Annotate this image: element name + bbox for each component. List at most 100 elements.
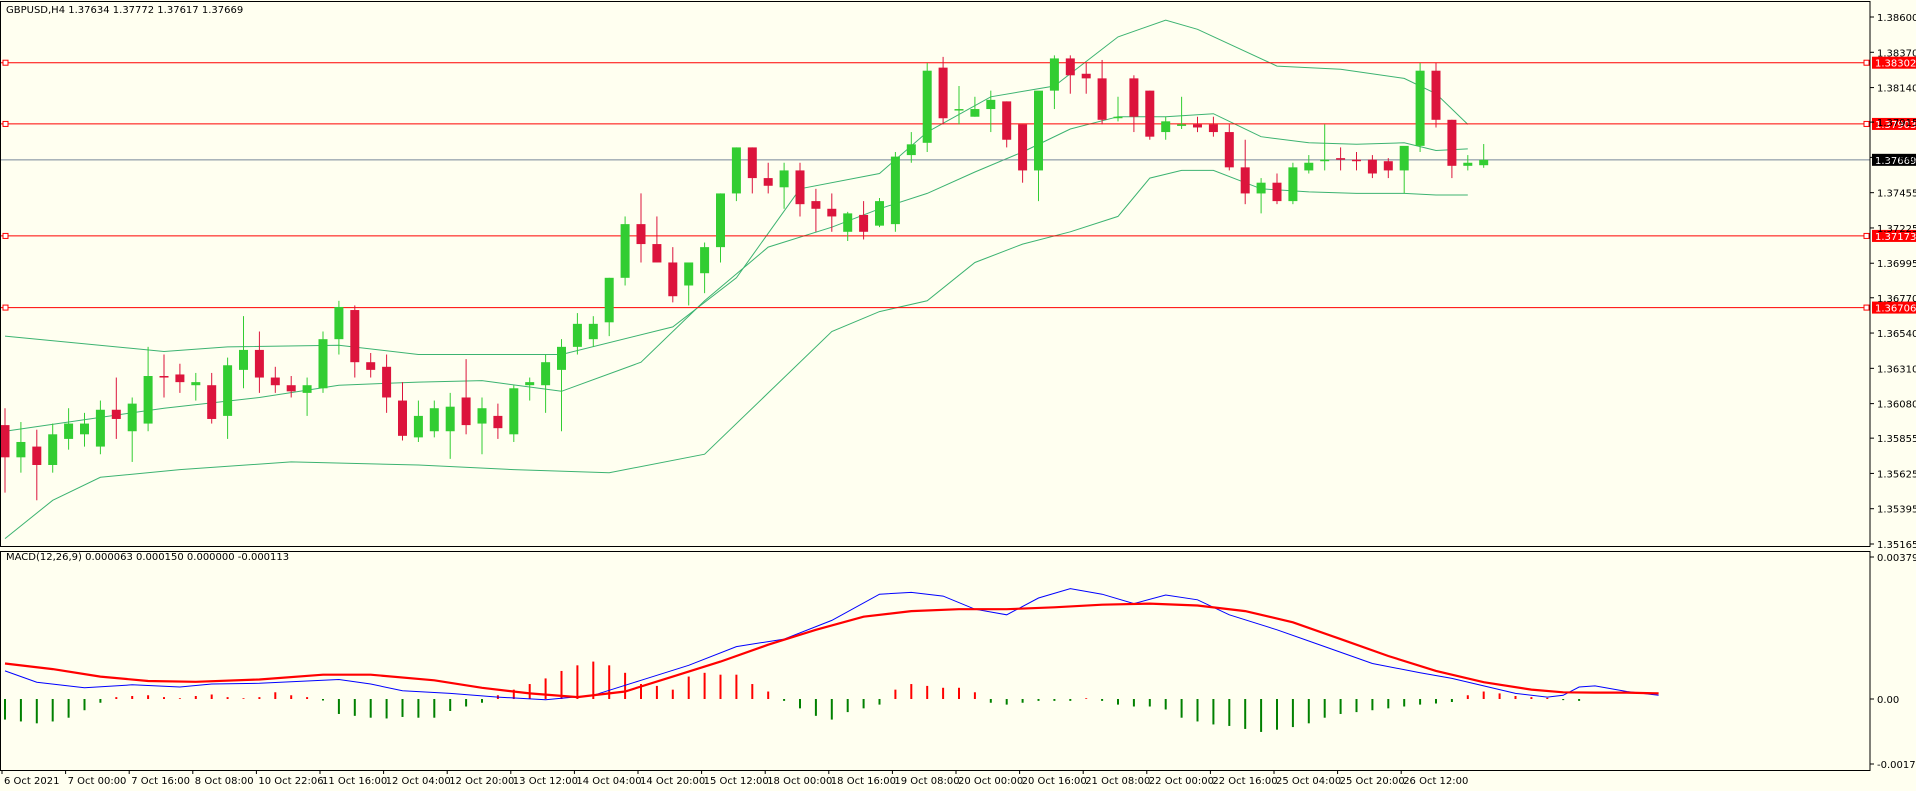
bear-candle (1240, 167, 1250, 194)
price-tick-label: 1.36995 (1877, 259, 1916, 270)
panel-frames (0, 1, 1871, 771)
bear-candle (811, 201, 821, 209)
level-price-tag (1872, 56, 1916, 69)
bear-candle (747, 147, 757, 179)
bull-candle (143, 376, 153, 424)
bear-candle (461, 397, 471, 426)
bull-candle (779, 170, 789, 188)
price-axis: 1.38600 1.38370 1.38140 1.37915 1.37685 1.374… (1870, 13, 1916, 551)
price-tick-label: 1.36080 (1877, 400, 1916, 411)
bear-candle (1129, 78, 1139, 117)
bear-candle (1193, 124, 1202, 128)
bear-candle (0, 425, 10, 458)
time-tick-label: 20 Oct 16:00 (1022, 776, 1087, 787)
time-tick-label: 25 Oct 20:00 (1340, 776, 1405, 787)
time-tick-label: 18 Oct 16:00 (831, 776, 896, 787)
level-handle-right (1863, 120, 1870, 127)
bull-candle (970, 109, 980, 117)
level-price-tag (1872, 117, 1916, 130)
time-tick-label: 10 Oct 22:06 (258, 776, 323, 787)
time-tick-label: 8 Oct 08:00 (195, 776, 254, 787)
bull-candle (1463, 162, 1473, 166)
macd-panel-frame (0, 551, 1871, 771)
level-price-tag (1872, 229, 1916, 242)
level-handle-left (2, 232, 9, 239)
bull-candle (1399, 145, 1409, 171)
bull-candle (1113, 116, 1123, 119)
macd-axis: 0.003795 0.00 -0.001737 (1870, 553, 1916, 771)
bear-candle (668, 262, 678, 297)
bull-candle (127, 403, 137, 432)
bear-candle (270, 377, 280, 386)
bull-candle (525, 382, 535, 386)
bull-candle (906, 144, 916, 156)
bear-candle (938, 67, 948, 119)
level-handle-right (1863, 304, 1870, 311)
bull-candle (334, 306, 344, 340)
bull-candle (604, 277, 614, 323)
bull-candle (80, 423, 89, 435)
bull-candle (572, 323, 582, 347)
bull-candle (1415, 70, 1425, 146)
bull-candle (1034, 90, 1043, 171)
bull-candle (413, 415, 423, 438)
bear-candle (827, 208, 837, 217)
bull-candle (445, 406, 455, 432)
bear-candle (763, 178, 773, 186)
bear-candle (493, 415, 503, 429)
time-tick-label: 7 Oct 00:00 (68, 776, 127, 787)
horizontal-levels[interactable]: 1.38302 1.37903 1.37173 1.36706 1.37669 (0, 56, 1916, 315)
time-tick-label: 15 Oct 12:00 (704, 776, 769, 787)
bull-candle (843, 213, 853, 232)
price-tick-label: 1.37685 (1877, 153, 1916, 164)
bear-candle (1145, 90, 1155, 137)
bear-candle (382, 366, 392, 398)
bear-candle (32, 446, 42, 465)
level-price-label: 1.36706 (1875, 304, 1916, 315)
bull-candle (318, 339, 328, 389)
bear-candle (366, 362, 376, 370)
macd-tick-label: -0.001737 (1877, 760, 1916, 771)
bull-candle (1177, 124, 1187, 126)
bear-candle (286, 385, 296, 392)
time-tick-label: 14 Oct 20:00 (640, 776, 705, 787)
time-tick-label: 20 Oct 00:00 (958, 776, 1023, 787)
bear-candle (1002, 101, 1012, 140)
bear-candle (207, 385, 217, 419)
bear-candle (1431, 70, 1441, 120)
bull-candle (557, 346, 566, 370)
bear-candle (652, 244, 662, 263)
bull-candle (1161, 121, 1171, 133)
time-tick-label: 21 Oct 08:00 (1085, 776, 1150, 787)
macd-panel-header: MACD(12,26,9) 0.000063 0.000150 0.000000… (6, 552, 289, 563)
macd-signal-line (4, 602, 1659, 699)
price-tick-label: 1.37225 (1877, 224, 1916, 235)
bear-candle (1018, 124, 1028, 171)
bear-candle (1224, 132, 1234, 168)
bull-candle (64, 423, 74, 439)
current-price-label: 1.37669 (1875, 156, 1916, 167)
bull-candle (620, 224, 630, 278)
bull-candle (1320, 159, 1330, 162)
level-handle-left (2, 120, 9, 127)
bull-candle (429, 408, 439, 432)
time-tick-label: 13 Oct 12:00 (513, 776, 578, 787)
bear-candle (859, 214, 869, 232)
bear-candle (159, 376, 169, 378)
time-tick-label: 12 Oct 20:00 (449, 776, 514, 787)
bear-candle (175, 374, 185, 383)
price-tick-label: 1.35855 (1877, 434, 1916, 445)
bull-candle (684, 262, 694, 286)
time-tick-label: 12 Oct 04:00 (386, 776, 451, 787)
bear-candle (1352, 159, 1361, 162)
price-tick-label: 1.38600 (1877, 13, 1916, 24)
bull-candle (588, 323, 598, 340)
time-axis: 6 Oct 2021 7 Oct 00:00 7 Oct 16:00 8 Oct 08… (1, 770, 1468, 787)
level-price-tag (1872, 301, 1916, 314)
bull-candle (731, 147, 741, 194)
macd-panel (4, 588, 1659, 732)
bollinger-middle-line (4, 113, 1468, 432)
macd-tick-label: 0.00 (1877, 695, 1899, 706)
